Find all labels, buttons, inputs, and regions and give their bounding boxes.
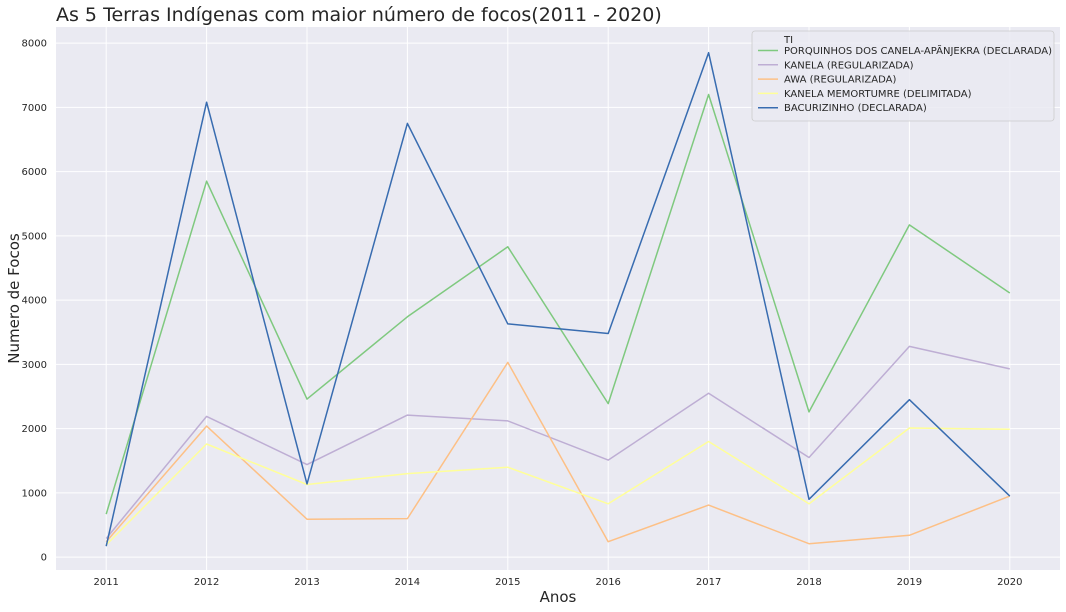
x-tick-label: 2015 bbox=[495, 577, 520, 588]
legend-label: PORQUINHOS DOS CANELA-APÃNJEKRA (DECLARA… bbox=[784, 44, 1052, 57]
series-line bbox=[105, 345, 1010, 539]
x-tick-label: 2018 bbox=[796, 577, 821, 588]
y-tick-label: 6000 bbox=[22, 167, 47, 178]
x-axis-title: Anos bbox=[540, 588, 577, 606]
y-tick-label: 4000 bbox=[22, 296, 47, 307]
series-line bbox=[105, 361, 1011, 545]
x-tick-label: 2016 bbox=[595, 577, 620, 588]
x-tick-label: 2020 bbox=[997, 577, 1022, 588]
y-tick-label: 5000 bbox=[22, 231, 47, 242]
legend-label: BACURIZINHO (DECLARADA) bbox=[784, 103, 927, 114]
y-tick-label: 7000 bbox=[22, 103, 47, 114]
y-tick-label: 8000 bbox=[22, 39, 47, 50]
series-line bbox=[105, 51, 1011, 547]
legend-title: TI bbox=[783, 35, 793, 46]
tick-labels: 0 1000 2000 3000 4000 5000 6000 7000 8000 2011 201… bbox=[22, 39, 1023, 588]
grid-lines bbox=[56, 27, 1060, 570]
x-tick-label: 2013 bbox=[294, 577, 319, 588]
legend-label: KANELA (REGULARIZADA) bbox=[784, 60, 914, 71]
legend: TI PORQUINHOS DOS CANELA-APÃNJEKRA (DECL… bbox=[751, 30, 1055, 122]
chart-title: As 5 Terras Indígenas com maior número d… bbox=[56, 4, 662, 26]
series-line bbox=[105, 427, 1010, 546]
x-tick-label: 2017 bbox=[696, 577, 721, 588]
x-tick-label: 2019 bbox=[897, 577, 922, 588]
y-tick-label: 0 bbox=[41, 553, 47, 564]
legend-label: KANELA MEMORTUMRE (DELIMITADA) bbox=[784, 89, 972, 100]
x-tick-label: 2011 bbox=[93, 577, 118, 588]
legend-box bbox=[751, 30, 1055, 122]
series-lines bbox=[105, 51, 1011, 547]
legend-items: PORQUINHOS DOS CANELA-APÃNJEKRA (DECLARA… bbox=[758, 44, 1052, 114]
x-tick-label: 2012 bbox=[194, 577, 219, 588]
y-tick-label: 1000 bbox=[22, 488, 47, 499]
x-tick-label: 2014 bbox=[395, 577, 420, 588]
y-tick-label: 2000 bbox=[22, 424, 47, 435]
y-axis-title: Numero de Focos bbox=[5, 233, 23, 364]
legend-label: AWA (REGULARIZADA) bbox=[784, 75, 896, 86]
y-tick-label: 3000 bbox=[22, 360, 47, 371]
